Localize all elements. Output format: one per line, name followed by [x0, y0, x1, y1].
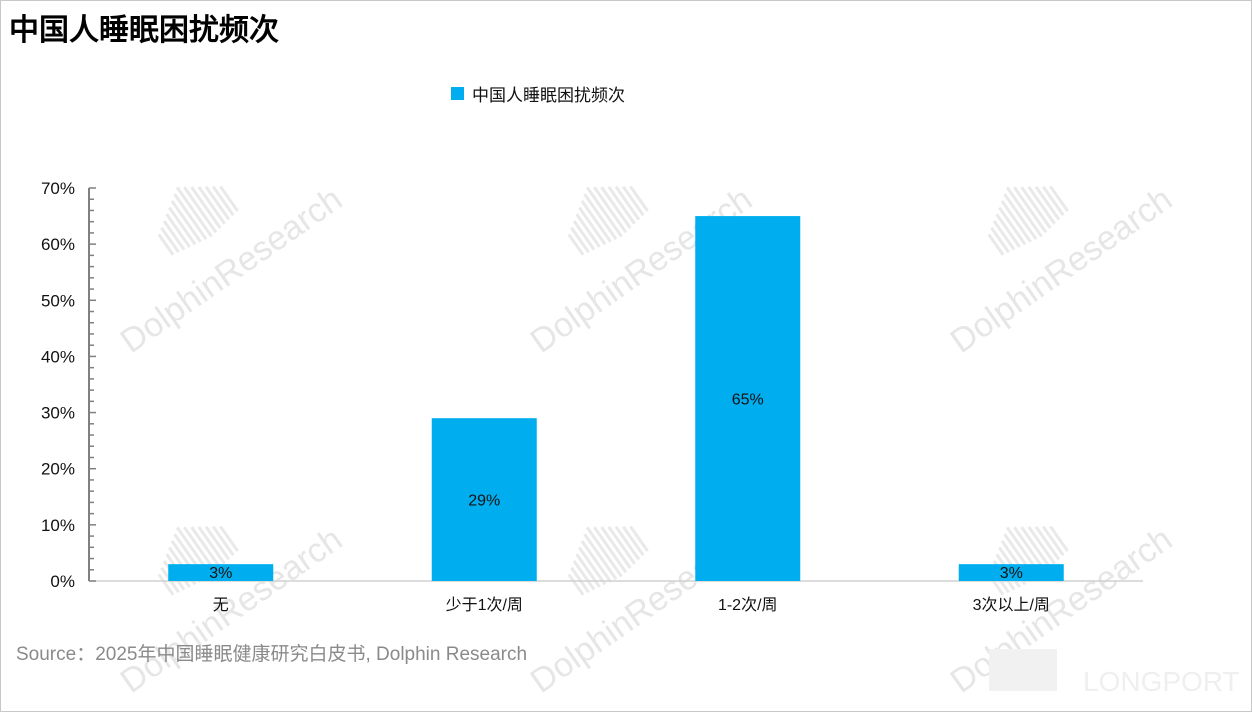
- y-tick-label: 30%: [41, 404, 75, 423]
- y-tick-label: 60%: [41, 235, 75, 254]
- legend-label: 中国人睡眠困扰频次: [472, 86, 625, 105]
- y-tick-label: 40%: [41, 347, 75, 366]
- bar: [431, 418, 537, 581]
- bar: [168, 564, 274, 581]
- bar: [958, 564, 1064, 581]
- svg-text:DolphinResearch: DolphinResearch: [114, 180, 349, 361]
- chart-title: 中国人睡眠困扰频次: [9, 14, 279, 47]
- x-tick-label: 少于1次/周: [446, 596, 523, 614]
- svg-text:DolphinResearch: DolphinResearch: [944, 180, 1179, 361]
- svg-text:DolphinResearch: DolphinResearch: [114, 520, 349, 701]
- longport-logo-icon: [989, 649, 1057, 691]
- x-tick-label: 3次以上/周: [973, 596, 1050, 614]
- x-tick-label: 无: [213, 597, 229, 614]
- x-tick-label: 1-2次/周: [718, 596, 778, 614]
- data-label: 3%: [1000, 565, 1023, 582]
- legend-swatch: [451, 87, 464, 100]
- y-tick-label: 70%: [41, 179, 75, 198]
- y-tick-label: 20%: [41, 460, 75, 479]
- y-tick-label: 0%: [50, 572, 75, 591]
- y-tick-label: 10%: [41, 516, 75, 535]
- longport-logo-text: LONGPORT: [1083, 666, 1240, 697]
- watermark: DolphinResearch: [944, 180, 1179, 361]
- data-label: 3%: [209, 565, 232, 582]
- watermark: DolphinResearch: [114, 180, 349, 361]
- y-tick-label: 50%: [41, 291, 75, 310]
- bar: [695, 216, 801, 582]
- data-label: 65%: [732, 392, 764, 409]
- source-note: Source：2025年中国睡眠健康研究白皮书, Dolphin Researc…: [16, 644, 528, 665]
- legend: 中国人睡眠困扰频次: [451, 81, 625, 106]
- data-label: 29%: [468, 493, 500, 510]
